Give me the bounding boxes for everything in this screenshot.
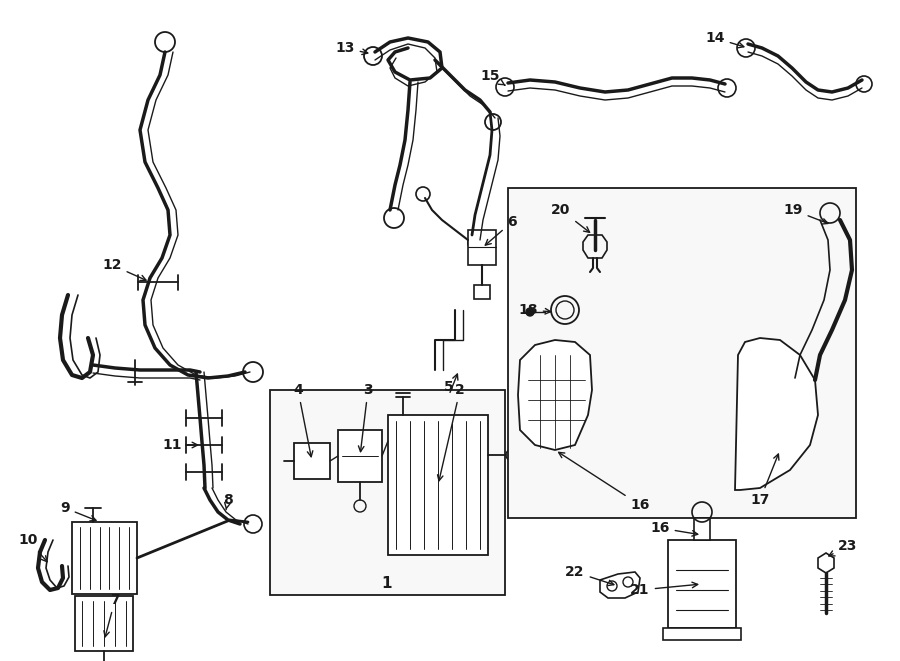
Text: 6: 6 <box>485 215 517 245</box>
Bar <box>663 628 741 640</box>
Text: 5: 5 <box>444 380 454 394</box>
Bar <box>474 285 490 299</box>
Circle shape <box>526 308 534 316</box>
Text: 16: 16 <box>651 521 698 536</box>
Text: 7: 7 <box>104 593 120 637</box>
Bar <box>668 540 736 628</box>
Text: 10: 10 <box>18 533 47 562</box>
Polygon shape <box>518 340 592 450</box>
Bar <box>338 430 382 482</box>
Text: 15: 15 <box>481 69 505 85</box>
Text: 20: 20 <box>552 203 590 232</box>
Text: 3: 3 <box>358 383 373 451</box>
Text: 23: 23 <box>829 539 858 556</box>
Text: 19: 19 <box>783 203 828 224</box>
Text: 17: 17 <box>751 454 778 507</box>
Text: 1: 1 <box>382 576 392 590</box>
Polygon shape <box>600 572 640 598</box>
Text: 11: 11 <box>162 438 198 452</box>
Bar <box>270 390 505 595</box>
Text: 21: 21 <box>630 582 698 597</box>
Polygon shape <box>735 338 818 490</box>
Text: 13: 13 <box>336 41 368 55</box>
Bar <box>294 443 330 479</box>
Text: 12: 12 <box>103 258 146 280</box>
Text: 2: 2 <box>437 383 465 481</box>
Text: 16: 16 <box>559 452 650 512</box>
Bar <box>508 188 856 518</box>
Bar <box>468 230 496 265</box>
Text: 9: 9 <box>60 501 96 521</box>
Bar <box>388 415 488 555</box>
Text: 18: 18 <box>518 303 551 317</box>
Text: 14: 14 <box>706 31 744 48</box>
Bar <box>694 518 710 540</box>
Text: 4: 4 <box>293 383 313 457</box>
Text: 22: 22 <box>565 565 614 586</box>
Bar <box>75 596 133 651</box>
Bar <box>72 522 137 594</box>
Text: 8: 8 <box>223 493 233 510</box>
